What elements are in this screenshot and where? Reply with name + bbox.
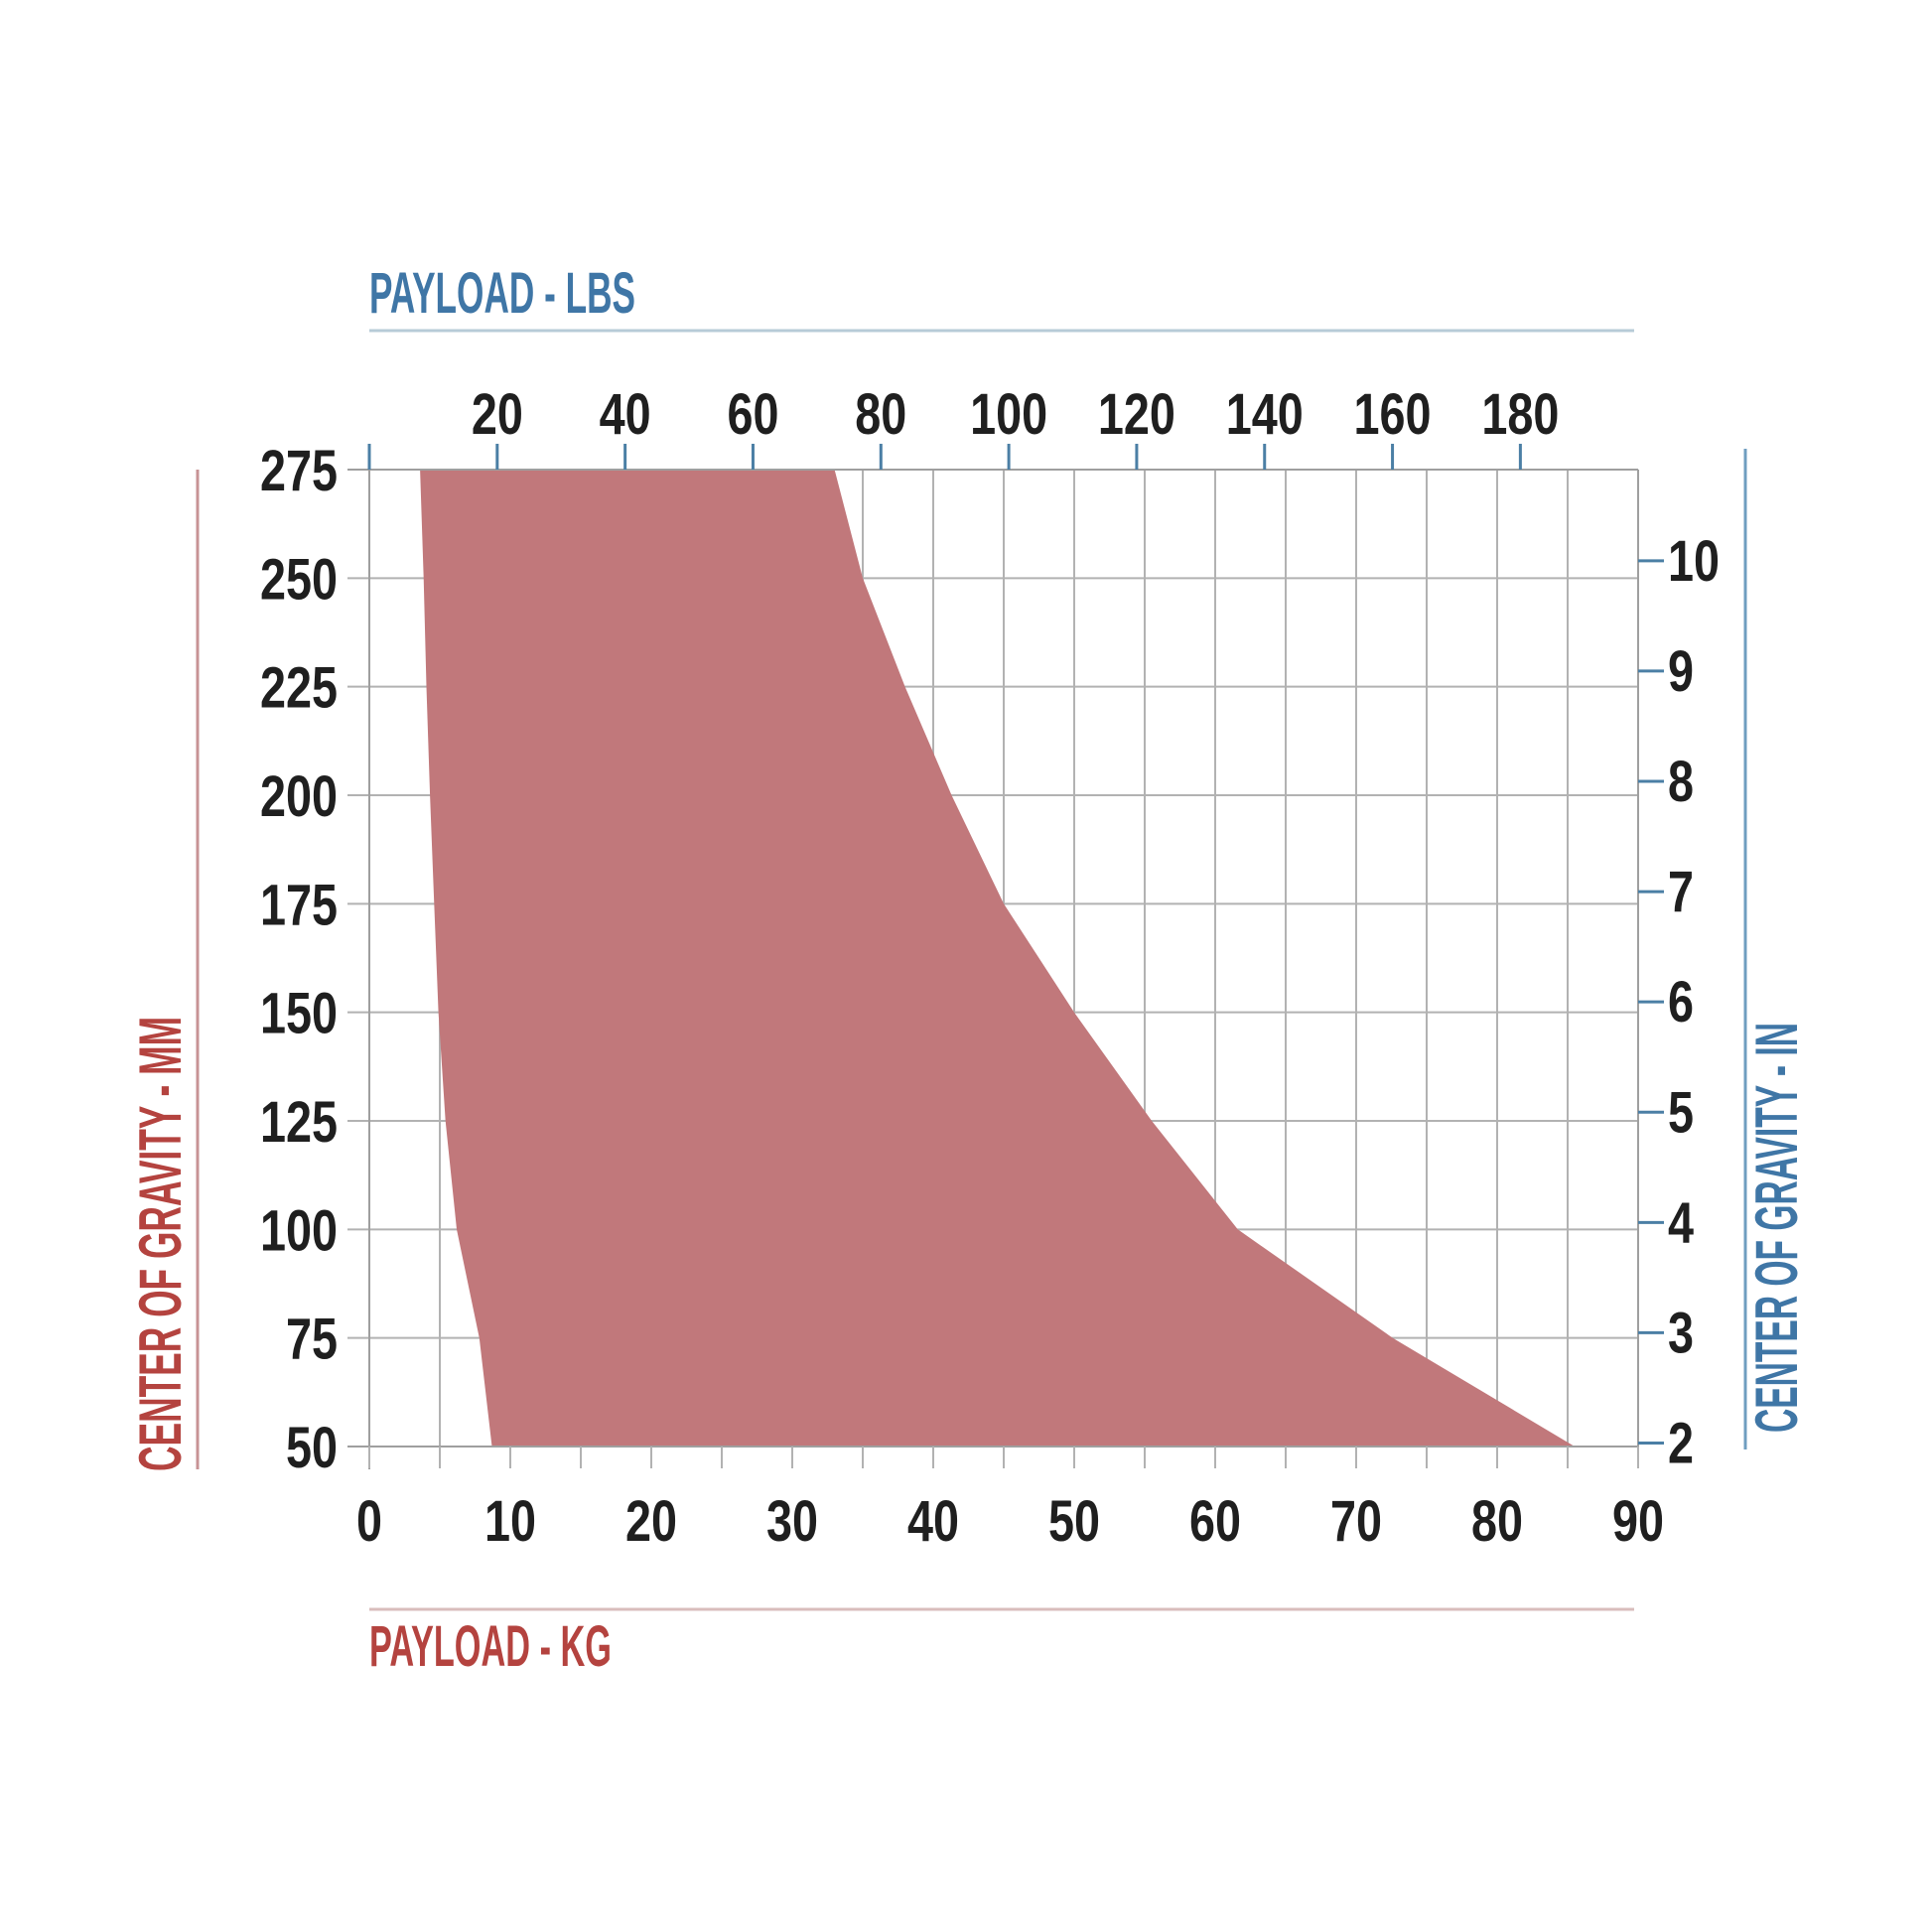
in-tick-label: 9 <box>1668 639 1694 704</box>
lbs-tick-label: 80 <box>855 382 906 447</box>
mm-tick-label: 225 <box>260 656 338 721</box>
kg-tick-label: 30 <box>766 1489 818 1554</box>
left-axis-labels: 275 250 225 200 175 150 125 100 75 50 <box>260 439 338 1480</box>
mm-tick-label: 150 <box>260 982 338 1046</box>
mm-tick-label: 250 <box>260 547 338 612</box>
lbs-tick-label: 180 <box>1481 382 1559 447</box>
left-axis-title: CENTER OF GRAVITY - MM <box>127 1017 194 1471</box>
mm-tick-label: 125 <box>260 1090 338 1155</box>
right-axis-ticks <box>1638 559 1664 1446</box>
bottom-axis-title: PAYLOAD - KG <box>369 1614 612 1679</box>
lbs-tick-label: 120 <box>1098 382 1175 447</box>
top-axis-labels: 20 40 60 80 100 120 140 160 180 <box>472 382 1560 447</box>
right-axis-title: CENTER OF GRAVITY - IN <box>1743 1023 1810 1433</box>
kg-tick-label: 70 <box>1330 1489 1382 1554</box>
in-tick-label: 8 <box>1668 750 1694 814</box>
in-tick-label: 4 <box>1668 1190 1694 1255</box>
in-tick-label: 3 <box>1668 1301 1694 1365</box>
mm-tick-label: 275 <box>260 439 338 503</box>
mm-tick-label: 175 <box>260 873 338 937</box>
kg-tick-label: 40 <box>907 1489 959 1554</box>
lbs-tick-label: 20 <box>472 382 523 447</box>
kg-tick-label: 10 <box>484 1489 536 1554</box>
in-tick-label: 5 <box>1668 1080 1694 1145</box>
mm-tick-label: 50 <box>286 1416 338 1480</box>
lbs-tick-label: 40 <box>600 382 651 447</box>
top-axis-ticks <box>367 444 1522 470</box>
in-tick-label: 7 <box>1668 860 1694 924</box>
kg-tick-label: 60 <box>1189 1489 1241 1554</box>
in-tick-label: 6 <box>1668 970 1694 1034</box>
bottom-axis-minor-ticks <box>368 1447 1639 1468</box>
lbs-tick-label: 140 <box>1226 382 1304 447</box>
in-tick-label: 2 <box>1668 1412 1694 1476</box>
mm-tick-label: 75 <box>286 1308 338 1372</box>
kg-tick-label: 0 <box>356 1489 382 1554</box>
lbs-tick-label: 160 <box>1354 382 1432 447</box>
plot-borders <box>347 469 1639 1469</box>
kg-tick-label: 50 <box>1048 1489 1100 1554</box>
kg-tick-label: 80 <box>1471 1489 1523 1554</box>
lbs-tick-label: 100 <box>970 382 1047 447</box>
right-axis-labels: 10 9 8 7 6 5 4 3 2 <box>1668 529 1720 1476</box>
top-axis-title: PAYLOAD - LBS <box>369 261 635 326</box>
bottom-axis-labels: 0 10 20 30 40 50 60 70 80 90 <box>356 1489 1664 1554</box>
lbs-tick-label: 60 <box>727 382 778 447</box>
kg-tick-label: 90 <box>1612 1489 1664 1554</box>
mm-tick-label: 200 <box>260 764 338 829</box>
kg-tick-label: 20 <box>625 1489 677 1554</box>
allowed-envelope-region <box>420 470 1576 1447</box>
in-tick-label: 10 <box>1668 529 1720 594</box>
mm-tick-label: 100 <box>260 1198 338 1263</box>
